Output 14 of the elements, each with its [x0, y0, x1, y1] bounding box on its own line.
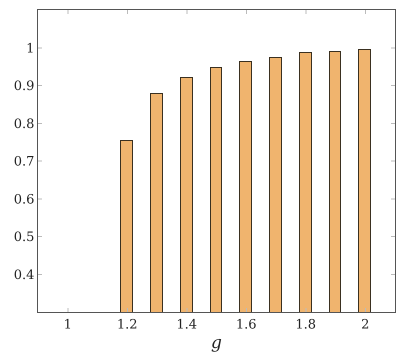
y-tick-label: 0.4: [14, 268, 34, 283]
y-tick-label: 0.8: [14, 116, 34, 132]
y-tick-label: 1: [26, 41, 34, 56]
x-tick-label: 2: [361, 318, 370, 333]
y-tick-label: 0.9: [14, 79, 34, 94]
x-tick-label: 1.4: [176, 318, 198, 333]
y-tick-label: 0.7: [14, 154, 34, 170]
x-tick-label: 1.6: [236, 318, 257, 333]
x-tick-label: 1.8: [295, 318, 316, 333]
x-tick-label: 1.2: [116, 318, 138, 333]
y-tick-label: 0.6: [14, 192, 34, 208]
x-tick-label: 1: [64, 318, 72, 333]
y-tick-label: 0.5: [14, 230, 34, 246]
x-axis-title: g: [211, 333, 222, 353]
